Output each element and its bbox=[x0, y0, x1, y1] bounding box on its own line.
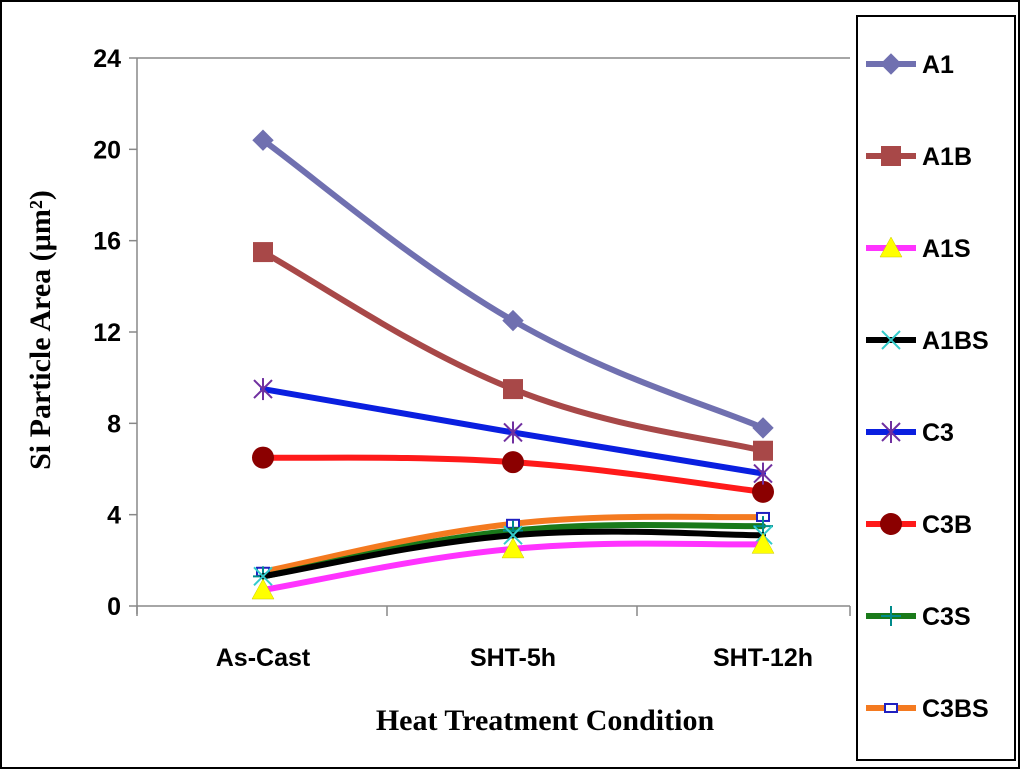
data-point-c3b-2 bbox=[752, 480, 774, 503]
legend-marker bbox=[881, 146, 901, 166]
data-point-c3b-0 bbox=[252, 446, 274, 469]
x-tick-label: SHT-5h bbox=[470, 644, 556, 672]
series-line-a1b bbox=[260, 249, 766, 454]
y-tick-labels: 0 4 8 12 16 20 24 bbox=[93, 45, 121, 621]
legend-label: A1 bbox=[922, 51, 954, 79]
x-tick-labels: As-Cast SHT-5h SHT-12h bbox=[216, 644, 813, 672]
legend-marker bbox=[879, 236, 903, 258]
data-point-a1b-0 bbox=[253, 242, 273, 263]
legend-item-c3bs: C3BS bbox=[866, 695, 989, 723]
legend-label: C3 bbox=[922, 419, 954, 447]
x-tick-label: SHT-12h bbox=[713, 644, 813, 672]
data-point-a1s-2 bbox=[751, 532, 775, 554]
data-point-c3-2 bbox=[753, 462, 773, 485]
legend-label: C3B bbox=[922, 511, 972, 539]
series-lines bbox=[251, 129, 775, 600]
data-point-a1s-0 bbox=[251, 578, 275, 600]
data-point-a1-1 bbox=[502, 309, 524, 332]
series-a1 bbox=[252, 129, 774, 439]
legend-marker bbox=[884, 703, 898, 713]
legend-box bbox=[856, 15, 1016, 761]
series-a1s bbox=[251, 532, 775, 600]
legend-label: A1BS bbox=[922, 327, 989, 355]
legend-marker bbox=[881, 606, 901, 626]
y-tick-label: 12 bbox=[93, 319, 121, 347]
y-tick-label: 8 bbox=[107, 410, 121, 438]
axes bbox=[129, 57, 851, 616]
data-point-a1-2 bbox=[752, 417, 774, 439]
legend-item-a1b: A1B bbox=[866, 143, 972, 171]
series-a1b bbox=[253, 242, 773, 461]
data-point-c3b-1 bbox=[502, 451, 524, 474]
legend-item-a1s: A1S bbox=[866, 235, 971, 263]
y-tick-label: 16 bbox=[93, 228, 121, 256]
data-point-c3-0 bbox=[253, 378, 273, 401]
series-c3b bbox=[252, 446, 774, 503]
legend: A1 A1B A1S A1BS C3 C3B C3S C3BS bbox=[866, 51, 989, 723]
legend-item-c3: C3 bbox=[866, 419, 954, 447]
legend-item-a1: A1 bbox=[866, 51, 954, 79]
data-point-a1b-1 bbox=[503, 379, 523, 400]
y-tick-label: 20 bbox=[93, 136, 121, 164]
legend-label: A1B bbox=[922, 143, 972, 171]
legend-item-c3b: C3B bbox=[866, 511, 972, 539]
legend-label: C3S bbox=[922, 603, 971, 631]
legend-marker bbox=[881, 421, 901, 443]
legend-label: A1S bbox=[922, 235, 971, 263]
data-point-a1b-2 bbox=[753, 440, 773, 461]
legend-label: C3BS bbox=[922, 695, 989, 723]
x-tick-label: As-Cast bbox=[216, 644, 311, 672]
y-tick-label: 0 bbox=[107, 593, 121, 621]
data-point-a1s-1 bbox=[501, 537, 525, 559]
legend-item-a1bs: A1BS bbox=[866, 327, 989, 355]
legend-item-c3s: C3S bbox=[866, 603, 971, 631]
legend-marker bbox=[880, 53, 902, 75]
legend-marker bbox=[881, 330, 901, 350]
x-axis-title: Heat Treatment Condition bbox=[376, 704, 715, 737]
y-tick-label: 24 bbox=[93, 45, 121, 73]
y-tick-label: 4 bbox=[107, 502, 121, 530]
data-point-a1bs-0 bbox=[253, 566, 273, 587]
data-point-a1-0 bbox=[252, 129, 274, 151]
series-c3 bbox=[253, 378, 773, 485]
data-point-c3-1 bbox=[503, 421, 523, 444]
y-axis-title: Si Particle Area (µm²) bbox=[24, 190, 57, 470]
data-point-a1bs-1 bbox=[503, 525, 523, 545]
legend-marker bbox=[880, 513, 902, 535]
